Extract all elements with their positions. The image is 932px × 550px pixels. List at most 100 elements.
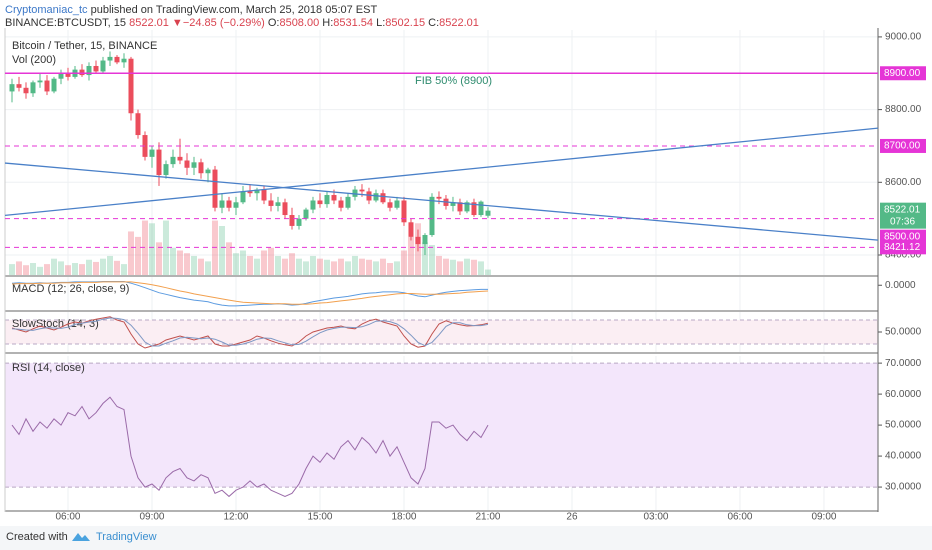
c-value: 8522.01 [439,17,479,29]
volume-bar [463,258,470,275]
panel-title: SlowStoch (14, 3) [12,318,99,330]
volume-bar [36,266,43,275]
h-value: 8531.54 [333,17,373,29]
plot: 06:00 09:00 12:00 15:00 18:00 21:00 26 03:00 06:… [4,28,926,523]
panel-title: RSI (14, close) [12,362,85,374]
change: −24.85 (−0.29%) [183,17,265,29]
volume-bar [113,260,120,275]
volume-bar [386,263,393,275]
volume-bar [330,261,337,275]
volume-bar [253,258,260,275]
candle-body [485,210,491,216]
volume-bar [274,255,281,275]
y-tick-label: 40.0000 [885,451,922,462]
x-tick-label: 21:00 [475,512,500,523]
volume-bar [225,242,232,275]
volume-bar [260,250,267,275]
volume-bar [372,261,379,275]
candle-body [394,200,400,208]
volume-bar [50,258,57,275]
last-price-label: 8522.01 [884,204,921,215]
candle-body [429,196,435,236]
candle-body [457,202,463,212]
volume-bar [169,247,176,275]
volume-bar [435,255,442,275]
last-price: 8522.01 [129,17,169,29]
candle-body [247,191,253,194]
volume-bar [295,258,302,275]
x-tick-label: 18:00 [391,512,416,523]
candle-body [338,200,344,208]
candle-body [233,202,239,208]
volume-bar [337,258,344,275]
x-tick-label: 26 [566,512,578,523]
volume-bar [449,259,456,275]
candle-body [240,191,246,203]
footer-created: Created with [6,531,68,543]
y-tick-label: 0.0000 [885,280,916,291]
indicator-line [11,396,489,498]
y-tick-label: 8400.00 [885,250,922,261]
candle-body [128,58,134,114]
candle-body [191,162,197,168]
h-label: H: [322,17,333,29]
header-line-2: BINANCE:BTCUSDT, 15 8522.01 ▼−24.85 (−0.… [5,17,479,29]
volume-bar [71,263,78,275]
author[interactable]: Cryptomaniac_tc [5,4,88,16]
footer-brand[interactable]: TradingView [96,531,157,543]
candle-body [359,189,365,192]
candle-body [282,202,288,216]
x-tick-label: 06:00 [727,512,752,523]
candle-body [436,196,442,199]
candle-body [261,189,267,201]
candle-body [212,169,218,208]
candle-body [450,202,456,206]
candle-body [37,80,43,83]
candle-body [65,73,71,77]
level-label-box [880,240,926,255]
candle-body [177,156,183,161]
y-tick-label: 50.0000 [885,420,922,431]
candle-body [387,202,393,208]
candle-body [79,69,85,76]
candle-body [275,202,281,206]
candle-body [107,56,113,61]
header-line-1: Cryptomaniac_tc published on TradingView… [5,4,377,16]
candle-body [205,169,211,174]
candle-body [170,156,176,165]
candle-body [93,65,99,72]
trendline [4,127,879,217]
candle-body [303,209,309,219]
candle-body [16,84,22,88]
volume-bar [120,264,127,275]
c-label: C: [428,17,439,29]
volume-bar [358,258,365,275]
annotation: FIB 50% (8900) [415,75,492,87]
candle-body [100,60,106,72]
volume-bar [323,259,330,275]
y-tick-label: 50.0000 [885,327,922,338]
y-tick-label: 70.0000 [885,358,922,369]
candle-body [415,236,421,245]
volume-bar [78,264,85,275]
candle-body [51,78,57,92]
candle-body [373,193,379,201]
candle-body [352,189,358,197]
candle-body [219,200,225,208]
volume-bar [176,250,183,275]
candle-body [156,149,162,176]
trendline [4,162,879,241]
candle-body [380,193,386,203]
volume-bar [106,255,113,275]
indicator-line [11,316,489,349]
x-tick-label: 09:00 [811,512,836,523]
candle-body [23,87,29,94]
volume-bar [127,231,134,275]
x-tick-label: 12:00 [223,512,248,523]
logo [72,533,90,541]
volume-bar [316,258,323,275]
o-label: O: [268,17,280,29]
y-tick-label: 30.0000 [885,482,922,493]
volume-bar [393,261,400,275]
candle-body [464,202,470,212]
